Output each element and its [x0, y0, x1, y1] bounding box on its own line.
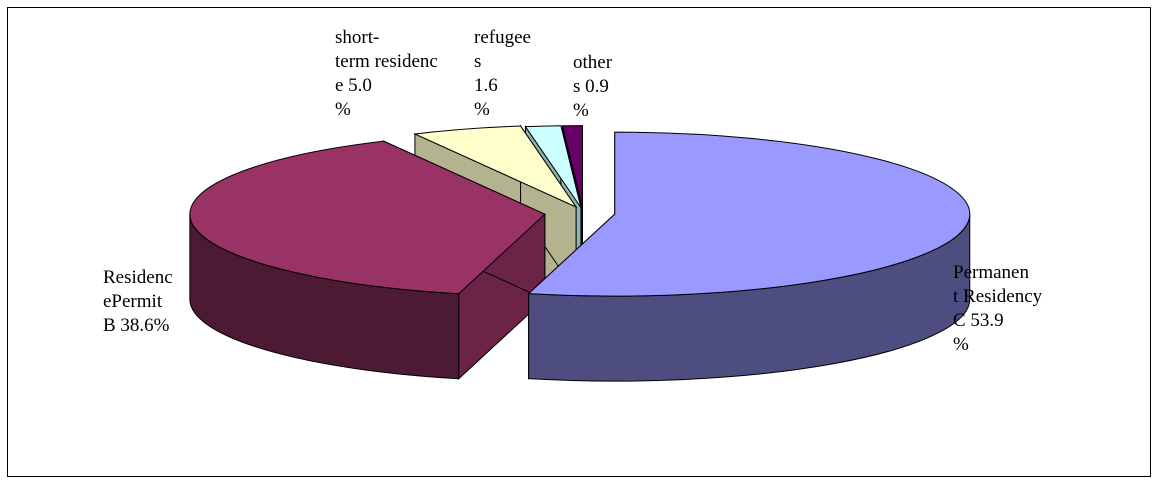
label-residence-permit-b: Residenc ePermit B 38.6% [103, 267, 173, 336]
slice-top [527, 131, 971, 297]
slice-top [413, 125, 578, 209]
slice-permanen-t-residency-c [527, 131, 971, 382]
slice-top [524, 125, 582, 208]
label-refugees: refugee s 1.6 % [474, 27, 531, 120]
slice-top [189, 140, 546, 295]
slice-residenc-epermit-b [189, 140, 546, 380]
label-others: other s 0.9 % [573, 52, 613, 121]
label-permanent-residency: Permanen t Residency C 53.9 % [953, 262, 1043, 355]
pie-chart [189, 124, 971, 382]
chart-frame: Permanen t Residency C 53.9 % Residenc e… [7, 7, 1151, 477]
label-short-term-residence: short- term residenc e 5.0 % [335, 27, 438, 120]
slice-top [561, 125, 583, 208]
